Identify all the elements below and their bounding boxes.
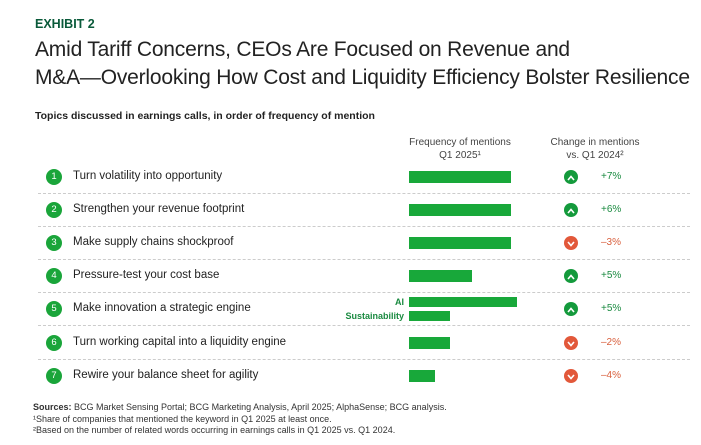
sources-text: BCG Market Sensing Portal; BCG Marketing…	[71, 402, 447, 412]
chart-row: 7 Rewire your balance sheet for agility –4…	[38, 360, 690, 393]
change-value: +5%	[601, 270, 622, 281]
freq-header-line1: Frequency of mentions	[409, 137, 511, 148]
exhibit-label: EXHIBIT 2	[35, 17, 95, 31]
frequency-bar	[409, 297, 517, 307]
rank-badge: 6	[46, 335, 62, 351]
change-value: –3%	[601, 237, 622, 248]
chevron-down-icon	[564, 369, 578, 383]
frequency-bar	[409, 337, 451, 349]
frequency-bar	[409, 204, 511, 216]
change-value: +6%	[601, 204, 622, 215]
chevron-down-icon	[564, 236, 578, 250]
rank-badge: 3	[46, 235, 62, 251]
topic-label: Turn volatility into opportunity	[73, 170, 223, 182]
chevron-down-icon	[564, 336, 578, 350]
row-separator	[38, 259, 690, 260]
chevron-up-icon	[564, 302, 578, 316]
chevron-up-icon	[564, 203, 578, 217]
footnotes: Sources: BCG Market Sensing Portal; BCG …	[33, 402, 447, 437]
bar-label: AI	[395, 297, 404, 307]
frequency-bar	[409, 370, 435, 382]
frequency-bar	[409, 237, 511, 249]
change-value: –4%	[601, 370, 622, 381]
rank-badge: 7	[46, 368, 62, 384]
chart-row: 2 Strengthen your revenue footprint +6%	[38, 194, 690, 227]
topic-label: Pressure-test your cost base	[73, 269, 220, 281]
frequency-bar	[409, 311, 451, 321]
topic-label: Turn working capital into a liquidity en…	[73, 336, 287, 348]
change-value: +5%	[601, 303, 622, 314]
chart-row: 5 Make innovation a strategic engine AI Sus…	[38, 293, 690, 326]
sources-note: Sources: BCG Market Sensing Portal; BCG …	[33, 402, 447, 414]
row-separator	[38, 226, 690, 227]
footnote-2: ²Based on the number of related words oc…	[33, 425, 396, 435]
topic-label: Make supply chains shockproof	[73, 236, 234, 248]
rank-badge: 5	[46, 301, 62, 317]
row-separator	[38, 292, 690, 293]
title-line-2: M&A—Overlooking How Cost and Liquidity E…	[35, 66, 690, 89]
chevron-up-icon	[564, 269, 578, 283]
sources-label: Sources:	[33, 402, 72, 412]
chart-row: 4 Pressure-test your cost base +5%	[38, 260, 690, 293]
frequency-bar	[409, 270, 472, 282]
freq-header-line2: Q1 2025¹	[439, 150, 481, 161]
chart-subtitle: Topics discussed in earnings calls, in o…	[35, 110, 375, 122]
chart-row: 3 Make supply chains shockproof –3%	[38, 227, 690, 260]
chevron-up-icon	[564, 170, 578, 184]
chart-row: 6 Turn working capital into a liquidity e…	[38, 327, 690, 360]
row-separator	[38, 325, 690, 326]
chart-row: 1 Turn volatility into opportunity +7%	[38, 161, 690, 194]
rank-badge: 1	[46, 169, 62, 185]
title-line-1: Amid Tariff Concerns, CEOs Are Focused o…	[35, 38, 570, 61]
footnote-1: ¹Share of companies that mentioned the k…	[33, 413, 332, 424]
topic-label: Rewire your balance sheet for agility	[73, 369, 259, 381]
bar-label: Sustainability	[345, 311, 404, 321]
change-value: –2%	[601, 337, 622, 348]
change-column-header: Change in mentions vs. Q1 2024²	[535, 136, 655, 162]
topic-label: Make innovation a strategic engine	[73, 302, 251, 314]
rank-badge: 2	[46, 202, 62, 218]
frequency-bar	[409, 171, 511, 183]
rank-badge: 4	[46, 268, 62, 284]
change-value: +7%	[601, 171, 622, 182]
change-header-line2: vs. Q1 2024²	[566, 150, 624, 161]
row-separator	[38, 193, 690, 194]
row-separator	[38, 359, 690, 360]
chart-title: Amid Tariff Concerns, CEOs Are Focused o…	[35, 36, 690, 92]
frequency-column-header: Frequency of mentions Q1 2025¹	[395, 136, 525, 162]
topic-label: Strengthen your revenue footprint	[73, 203, 245, 215]
change-header-line1: Change in mentions	[550, 137, 640, 148]
